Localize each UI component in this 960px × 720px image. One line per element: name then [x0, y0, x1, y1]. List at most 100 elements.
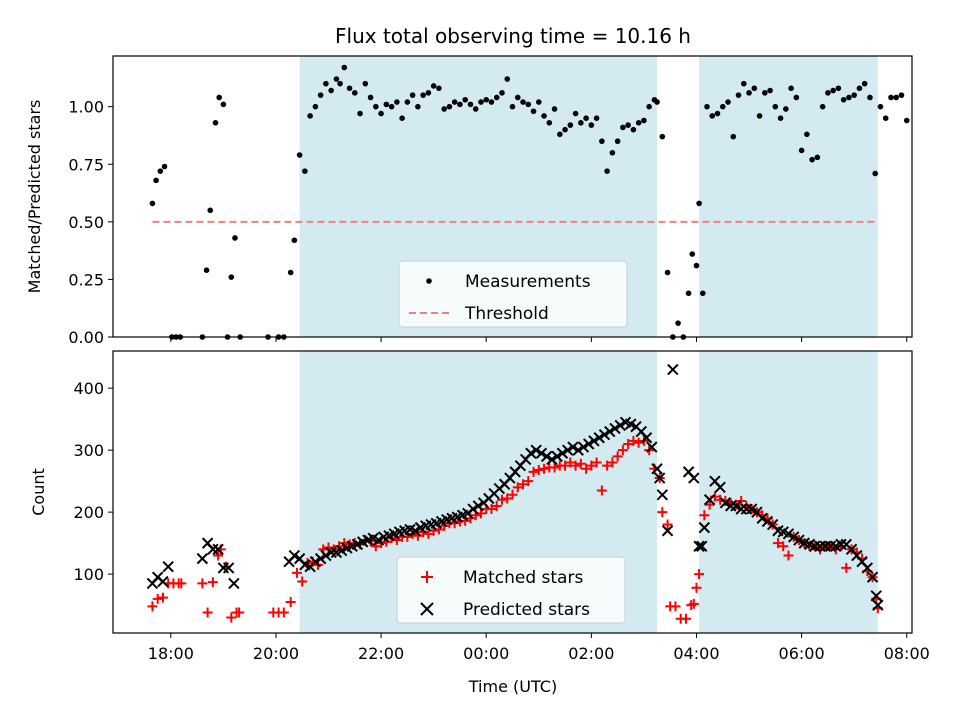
- data-point: [867, 94, 873, 101]
- data-point: [297, 576, 308, 587]
- data-point: [157, 592, 168, 603]
- data-point: [570, 460, 581, 471]
- data-point: [541, 113, 547, 119]
- data-point: [153, 177, 159, 184]
- data-point: [861, 562, 874, 574]
- data-point: [546, 119, 553, 126]
- legend-label: Predicted stars: [463, 600, 590, 620]
- data-point: [664, 269, 671, 276]
- data-point: [367, 94, 374, 101]
- data-point: [762, 90, 768, 96]
- data-point: [688, 598, 699, 609]
- data-point: [404, 99, 411, 105]
- data-point: [523, 476, 534, 487]
- data-point: [751, 85, 758, 92]
- data-point: [756, 512, 768, 525]
- y-axis-label: Matched/Predicted stars: [25, 100, 44, 294]
- data-point: [561, 444, 574, 456]
- data-point: [593, 432, 605, 444]
- data-point: [291, 237, 298, 244]
- data-point: [870, 590, 882, 602]
- data-point: [216, 94, 222, 101]
- legend: Matched stars Predicted stars: [396, 556, 626, 624]
- data-point: [578, 119, 584, 126]
- data-point: [546, 453, 558, 466]
- data-point: [696, 200, 702, 207]
- data-point: [296, 152, 303, 158]
- data-point: [893, 94, 900, 101]
- data-point: [560, 460, 571, 471]
- data-point: [641, 117, 647, 124]
- data-point: [646, 441, 658, 453]
- data-point: [228, 274, 235, 280]
- data-point: [317, 92, 324, 98]
- data-point: [285, 597, 296, 608]
- data-point: [307, 113, 313, 119]
- data-point: [328, 87, 334, 94]
- data-point: [509, 103, 516, 110]
- data-point: [661, 525, 674, 537]
- data-point: [212, 119, 219, 126]
- data-point: [161, 163, 168, 170]
- data-point: [478, 99, 484, 105]
- data-point: [772, 103, 779, 110]
- data-point: [540, 450, 553, 463]
- data-point: [851, 92, 857, 98]
- data-point: [491, 500, 502, 511]
- data-point: [623, 438, 634, 449]
- data-point: [767, 87, 773, 94]
- data-point: [614, 419, 626, 432]
- data-point: [176, 578, 187, 589]
- y-tick-label: 300: [73, 441, 104, 460]
- data-point: [714, 110, 721, 117]
- data-point: [841, 562, 852, 573]
- legend: Measurements Threshold: [398, 260, 628, 328]
- data-point: [609, 149, 616, 156]
- chart-title: Flux total observing time = 10.16 h: [335, 24, 691, 48]
- data-point: [291, 567, 302, 578]
- data-point: [725, 99, 731, 105]
- data-point: [689, 251, 696, 257]
- data-point: [483, 96, 490, 103]
- data-point: [212, 543, 224, 556]
- data-point: [502, 493, 513, 504]
- data-point: [533, 464, 544, 475]
- data-point: [486, 504, 497, 515]
- y-axis-label: Count: [29, 468, 48, 516]
- y-tick-label: 0.00: [68, 328, 104, 347]
- data-point: [583, 438, 595, 450]
- data-point: [778, 541, 789, 552]
- legend-box: [396, 556, 626, 624]
- data-point: [383, 101, 390, 108]
- y-tick-label: 0.75: [68, 155, 104, 174]
- data-point: [228, 577, 240, 590]
- data-point: [620, 124, 626, 131]
- x-tick-label: 06:00: [779, 644, 825, 663]
- data-point: [499, 90, 505, 96]
- data-point: [599, 138, 605, 145]
- y-tick-label: 0.25: [68, 270, 104, 289]
- data-point: [362, 80, 369, 87]
- data-point: [872, 170, 879, 177]
- data-point: [409, 525, 421, 537]
- data-point: [866, 571, 879, 583]
- data-point: [436, 85, 442, 92]
- data-point: [309, 556, 322, 568]
- data-point: [602, 460, 613, 471]
- data-point: [819, 103, 826, 110]
- data-point: [654, 99, 660, 105]
- data-point: [207, 207, 214, 214]
- count-panel: 100 200 300 400 Count 18:00 20:00 22:00 00:00 02:…: [29, 350, 930, 663]
- y-tick-label: 1.00: [68, 98, 104, 117]
- data-point: [287, 269, 294, 276]
- legend-marker: [421, 571, 433, 583]
- x-tick-label: 18:00: [148, 644, 194, 663]
- data-point: [617, 445, 628, 456]
- data-point: [699, 510, 710, 521]
- data-point: [612, 451, 623, 462]
- observing-window-1: [699, 351, 878, 633]
- data-point: [162, 560, 174, 573]
- data-point: [704, 499, 715, 510]
- data-point: [152, 593, 163, 604]
- data-point: [680, 613, 691, 624]
